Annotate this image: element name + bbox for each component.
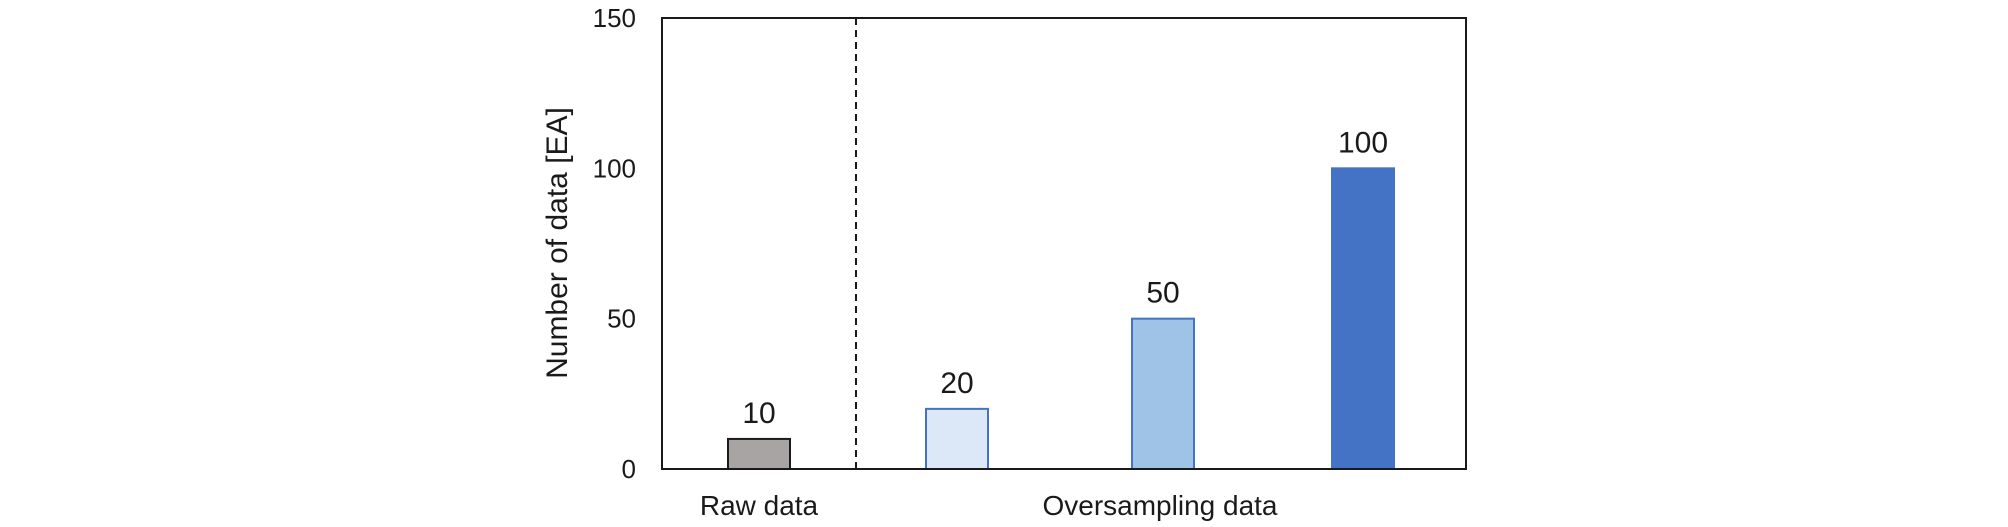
bar-20	[925, 407, 989, 471]
bar-value-label: 100	[1338, 126, 1388, 159]
plot-area-frame	[661, 17, 1467, 470]
y-axis-title: Number of data [EA]	[541, 107, 574, 379]
y-tick-label: 50	[607, 304, 636, 334]
y-tick-label: 100	[593, 153, 636, 183]
bar-10	[727, 437, 791, 470]
data-labels: 10 20 50 100	[742, 126, 1388, 430]
bar-value-label: 50	[1146, 277, 1179, 310]
group-label-oversampling-data: Oversampling data	[1042, 490, 1277, 521]
y-axis: 0 50 100 150	[593, 3, 636, 484]
bar-50	[1131, 317, 1195, 470]
y-tick-label: 0	[622, 454, 636, 484]
bar-value-label: 20	[940, 367, 973, 400]
bars-layer	[727, 167, 1395, 471]
bar-value-label: 10	[742, 397, 775, 430]
y-tick-label: 150	[593, 3, 636, 33]
bar-100	[1331, 167, 1395, 470]
group-label-raw-data: Raw data	[700, 490, 819, 521]
